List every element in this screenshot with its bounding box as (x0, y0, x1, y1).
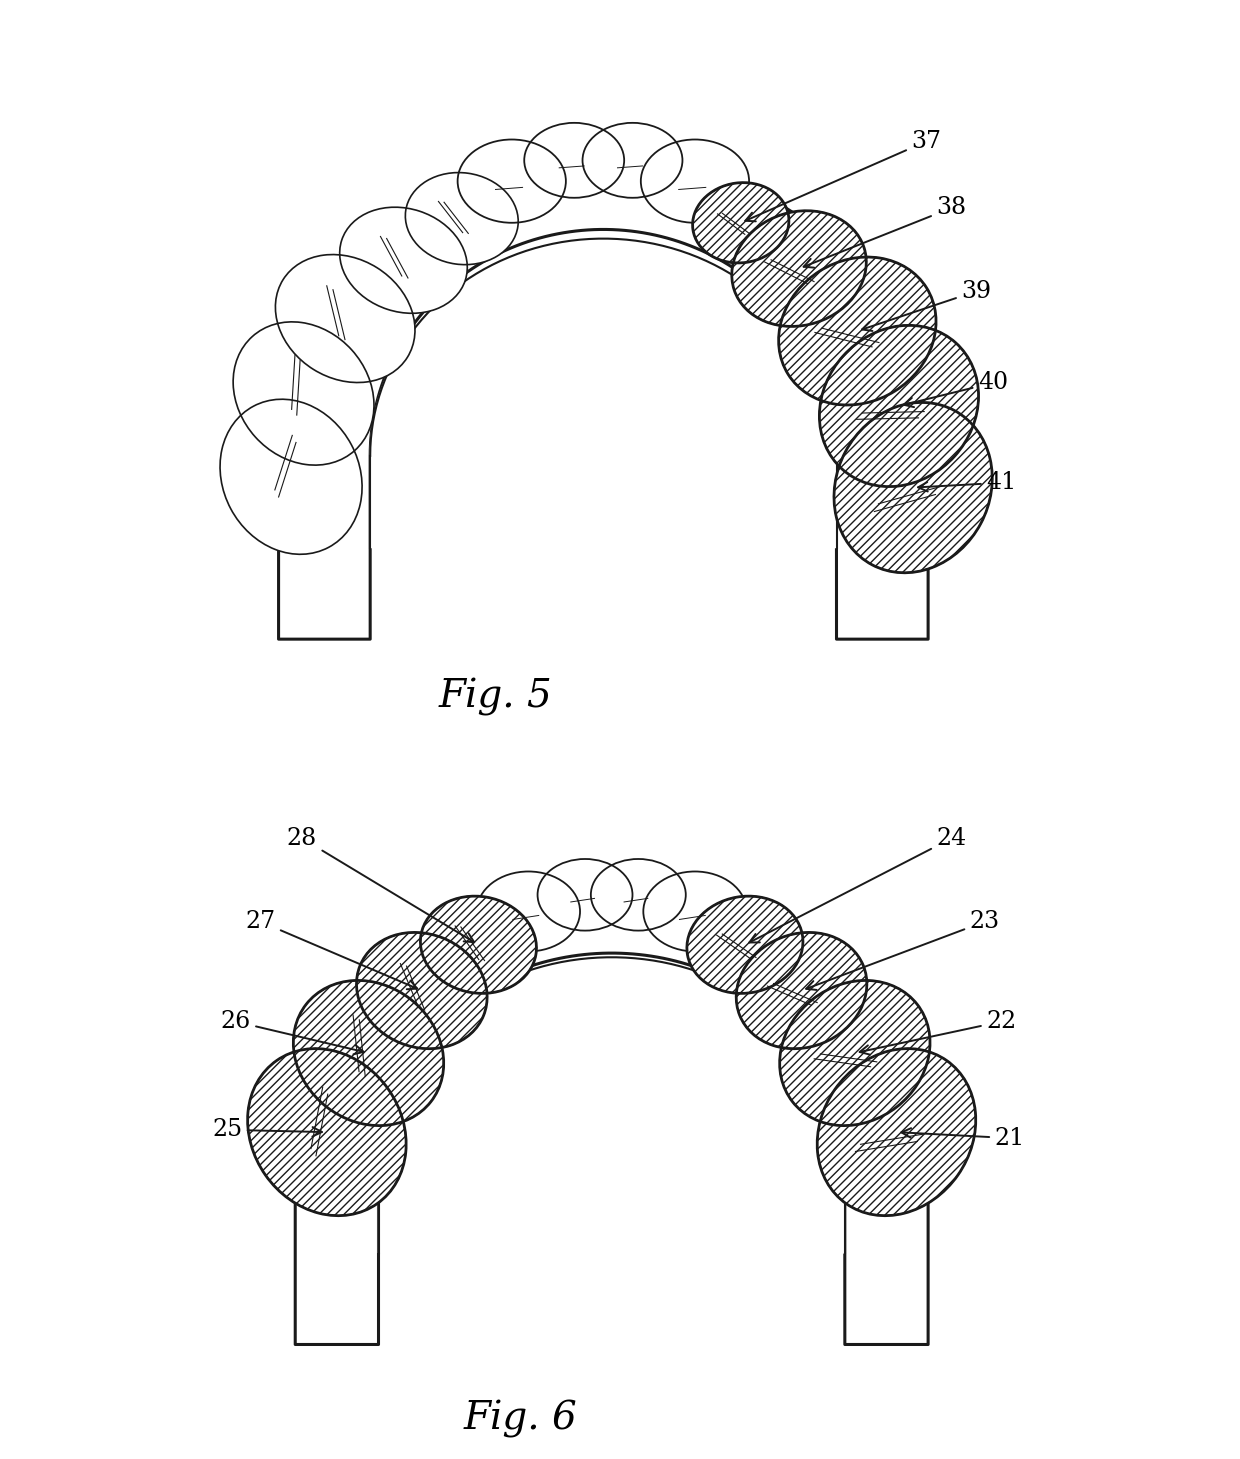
Text: 28: 28 (286, 827, 474, 943)
Ellipse shape (294, 980, 444, 1125)
Ellipse shape (737, 932, 867, 1049)
Ellipse shape (779, 257, 936, 406)
Ellipse shape (780, 980, 930, 1125)
Ellipse shape (687, 896, 804, 994)
Ellipse shape (779, 257, 936, 406)
Text: 23: 23 (806, 910, 999, 989)
Text: 38: 38 (804, 197, 966, 267)
Polygon shape (378, 957, 844, 1253)
Ellipse shape (817, 1049, 976, 1215)
Ellipse shape (820, 325, 978, 487)
Text: 41: 41 (918, 471, 1017, 495)
Ellipse shape (693, 182, 789, 263)
Text: 26: 26 (221, 1010, 363, 1055)
Text: 25: 25 (212, 1118, 322, 1141)
Text: 37: 37 (745, 130, 941, 222)
Ellipse shape (340, 207, 467, 314)
Ellipse shape (835, 403, 992, 573)
Ellipse shape (644, 871, 746, 951)
Ellipse shape (538, 859, 632, 931)
Ellipse shape (219, 400, 362, 554)
Ellipse shape (275, 254, 415, 382)
Ellipse shape (641, 140, 749, 223)
Text: 39: 39 (862, 280, 992, 331)
Text: 24: 24 (749, 827, 967, 943)
Ellipse shape (732, 210, 867, 327)
Ellipse shape (693, 182, 789, 263)
Ellipse shape (405, 172, 518, 264)
Ellipse shape (583, 123, 682, 198)
Ellipse shape (420, 896, 537, 994)
Ellipse shape (820, 325, 978, 487)
Text: Fig. 5: Fig. 5 (438, 678, 552, 716)
Ellipse shape (233, 322, 374, 465)
Polygon shape (295, 887, 928, 1345)
Text: Fig. 6: Fig. 6 (464, 1401, 577, 1439)
Ellipse shape (732, 210, 867, 327)
Ellipse shape (835, 403, 992, 573)
Ellipse shape (780, 980, 930, 1125)
Text: 40: 40 (904, 372, 1008, 407)
Text: 22: 22 (859, 1010, 1017, 1055)
Ellipse shape (248, 1049, 407, 1215)
Ellipse shape (356, 932, 487, 1049)
Ellipse shape (817, 1049, 976, 1215)
Ellipse shape (737, 932, 867, 1049)
Ellipse shape (248, 1049, 407, 1215)
Ellipse shape (294, 980, 444, 1125)
Ellipse shape (525, 123, 624, 198)
Ellipse shape (356, 932, 487, 1049)
Polygon shape (279, 156, 928, 639)
Text: 27: 27 (246, 910, 417, 989)
Text: 21: 21 (901, 1126, 1025, 1150)
Polygon shape (371, 239, 837, 547)
Ellipse shape (476, 871, 580, 951)
Ellipse shape (687, 896, 804, 994)
Ellipse shape (458, 140, 565, 223)
Ellipse shape (590, 859, 686, 931)
Ellipse shape (420, 896, 537, 994)
